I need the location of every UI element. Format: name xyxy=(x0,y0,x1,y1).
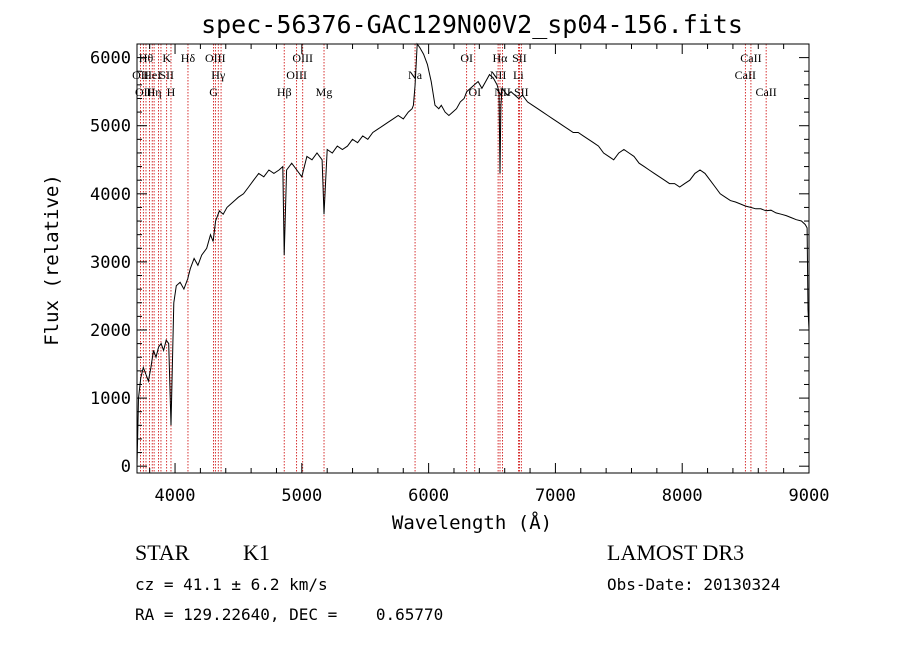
x-tick-label: 5000 xyxy=(281,486,322,506)
marker-label: Hγ xyxy=(211,68,226,82)
y-axis-label: Flux (relative) xyxy=(41,174,63,346)
marker-label: H xyxy=(167,85,176,99)
y-tick-label: 2000 xyxy=(90,321,131,341)
x-tick-label: 7000 xyxy=(535,486,576,506)
marker-label: K xyxy=(162,51,171,65)
y-tick-label: 6000 xyxy=(90,49,131,69)
marker-label: OIII xyxy=(205,51,226,65)
marker-label: Hα xyxy=(493,51,509,65)
y-tick-label: 5000 xyxy=(90,117,131,137)
marker-label: CaII xyxy=(740,51,761,65)
marker-label: OIII xyxy=(286,68,307,82)
marker-label: HeI xyxy=(143,68,161,82)
marker-label: OIII xyxy=(292,51,313,65)
marker-labels: OIIOIIHθHeIHηKSIIHHδGOIIIHγHβOIIIOIIIMgN… xyxy=(132,51,777,99)
marker-label: Hη xyxy=(147,85,162,99)
spectrum-line xyxy=(136,42,810,467)
plot-frame xyxy=(136,43,810,474)
marker-label: NII xyxy=(494,85,511,99)
marker-label: CaII xyxy=(755,85,776,99)
y-axis: 0 1000 2000 3000 4000 5000 6000 xyxy=(90,43,809,477)
marker-label: NII xyxy=(490,68,507,82)
marker-label: Hβ xyxy=(277,85,292,99)
marker-label: SII xyxy=(514,85,529,99)
marker-lines xyxy=(140,44,767,473)
marker-label: OII xyxy=(135,85,152,99)
coordinates-readout: RA = 129.22640, DEC = 0.65770 xyxy=(135,605,444,624)
x-tick-label: 9000 xyxy=(789,486,830,506)
marker-label: OI xyxy=(468,85,481,99)
obs-date: Obs-Date: 20130324 xyxy=(607,575,781,594)
x-tick-label: 8000 xyxy=(662,486,703,506)
marker-label: OII xyxy=(132,68,149,82)
velocity-readout: cz = 41.1 ± 6.2 km/s xyxy=(135,575,328,594)
y-tick-label: 0 xyxy=(121,457,131,477)
object-class: STAR xyxy=(135,540,190,565)
marker-label: SII xyxy=(512,51,527,65)
spectral-subclass: K1 xyxy=(243,540,270,565)
x-tick-label: 4000 xyxy=(155,486,196,506)
marker-label: Mg xyxy=(316,85,333,99)
marker-label: Li xyxy=(513,68,524,82)
x-tick-label: 6000 xyxy=(408,486,449,506)
survey-name: LAMOST DR3 xyxy=(607,540,745,565)
marker-label: Hδ xyxy=(181,51,196,65)
x-axis-label: Wavelength (Å) xyxy=(392,511,552,534)
marker-label: G xyxy=(209,85,218,99)
y-tick-label: 1000 xyxy=(90,389,131,409)
marker-label: CaII xyxy=(735,68,756,82)
y-tick-label: 4000 xyxy=(90,185,131,205)
y-tick-label: 3000 xyxy=(90,253,131,273)
x-axis: 4000 5000 6000 7000 8000 9000 xyxy=(149,44,830,506)
marker-label: SII xyxy=(159,68,174,82)
marker-label: OI xyxy=(460,51,473,65)
chart-title: spec-56376-GAC129N00V2_sp04-156.fits xyxy=(201,10,743,39)
